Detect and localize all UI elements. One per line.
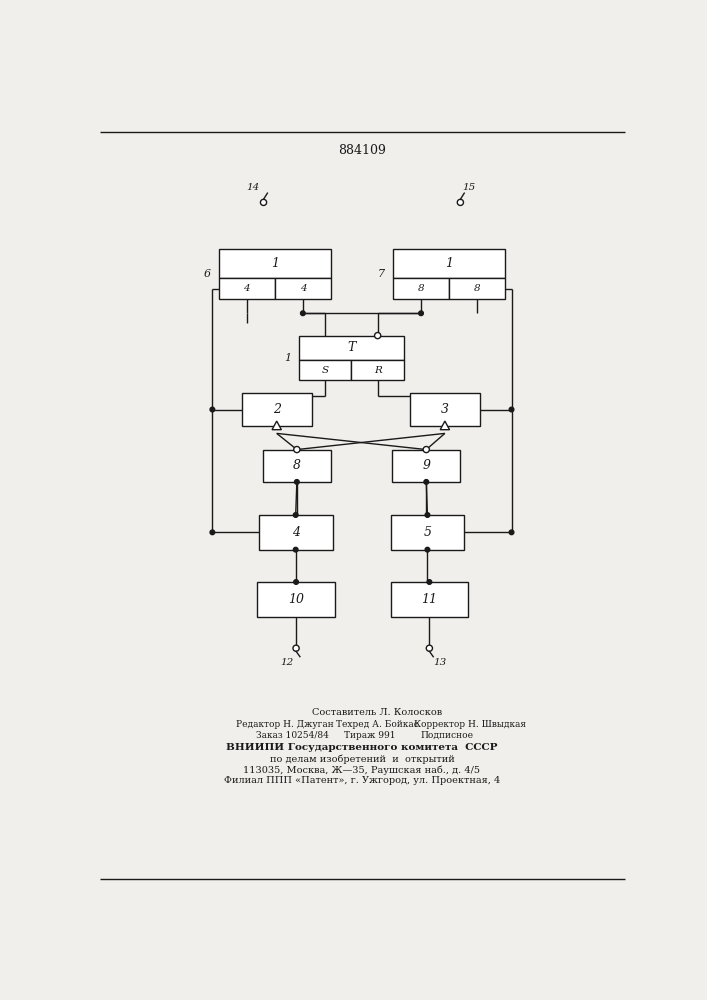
Bar <box>263 450 331 482</box>
Circle shape <box>423 446 429 453</box>
Circle shape <box>419 311 423 316</box>
Bar <box>242 393 312 426</box>
Circle shape <box>426 645 433 651</box>
Text: 4: 4 <box>300 284 306 293</box>
Bar <box>218 249 331 278</box>
Text: 4: 4 <box>292 526 300 539</box>
Text: 1: 1 <box>445 257 453 270</box>
Text: 14: 14 <box>247 183 259 192</box>
Text: 8: 8 <box>418 284 424 293</box>
Text: Корректор Н. Швыдкая: Корректор Н. Швыдкая <box>414 720 527 729</box>
Bar <box>259 515 332 550</box>
Text: 8: 8 <box>474 284 481 293</box>
Circle shape <box>425 513 430 517</box>
Circle shape <box>295 480 299 484</box>
Text: 5: 5 <box>423 526 431 539</box>
Bar <box>351 360 404 380</box>
Circle shape <box>457 199 464 205</box>
Text: Тираж 991: Тираж 991 <box>344 731 395 740</box>
Text: 1: 1 <box>284 353 291 363</box>
Circle shape <box>509 407 514 412</box>
Bar <box>257 582 335 617</box>
Text: T: T <box>347 341 356 354</box>
Text: Составитель Л. Колосков: Составитель Л. Колосков <box>312 708 443 717</box>
Text: Редактор Н. Джуган: Редактор Н. Джуган <box>235 720 333 729</box>
Circle shape <box>424 480 428 484</box>
Circle shape <box>260 199 267 205</box>
Bar <box>299 336 404 360</box>
Text: 3: 3 <box>441 403 449 416</box>
Polygon shape <box>440 421 450 430</box>
Circle shape <box>293 580 298 584</box>
Text: 12: 12 <box>281 658 293 667</box>
Text: 4: 4 <box>243 284 250 293</box>
Bar <box>391 582 468 617</box>
Text: 884109: 884109 <box>338 144 386 157</box>
Circle shape <box>293 513 298 517</box>
Circle shape <box>293 645 299 651</box>
Circle shape <box>210 407 215 412</box>
Text: 11: 11 <box>421 593 438 606</box>
Circle shape <box>427 580 432 584</box>
Bar <box>392 450 460 482</box>
Circle shape <box>509 530 514 535</box>
Bar <box>393 278 449 299</box>
Circle shape <box>300 311 305 316</box>
Text: 7: 7 <box>378 269 385 279</box>
Text: 6: 6 <box>204 269 211 279</box>
Text: 9: 9 <box>422 459 431 472</box>
Text: Подписное: Подписное <box>421 731 474 740</box>
Bar <box>410 393 480 426</box>
Bar <box>393 249 506 278</box>
Text: 2: 2 <box>273 403 281 416</box>
Circle shape <box>375 333 381 339</box>
Bar <box>218 278 275 299</box>
Text: ВНИИПИ Государственного комитета  СССР: ВНИИПИ Государственного комитета СССР <box>226 743 498 752</box>
Text: 13: 13 <box>433 658 447 667</box>
Circle shape <box>425 547 430 552</box>
Text: 8: 8 <box>293 459 301 472</box>
Text: Заказ 10254/84: Заказ 10254/84 <box>256 731 329 740</box>
Bar <box>391 515 464 550</box>
Text: R: R <box>374 366 382 375</box>
Bar <box>299 360 351 380</box>
Text: Техред А. Бойкас: Техред А. Бойкас <box>336 720 419 729</box>
Text: 1: 1 <box>271 257 279 270</box>
Polygon shape <box>272 421 281 430</box>
Text: 113035, Москва, Ж—35, Раушская наб., д. 4/5: 113035, Москва, Ж—35, Раушская наб., д. … <box>243 765 481 775</box>
Bar <box>275 278 331 299</box>
Text: 10: 10 <box>288 593 304 606</box>
Text: S: S <box>322 366 329 375</box>
Text: Филиал ППП «Патент», г. Ужгород, ул. Проектная, 4: Филиал ППП «Патент», г. Ужгород, ул. Про… <box>224 776 500 785</box>
Text: по делам изобретений  и  открытий: по делам изобретений и открытий <box>269 754 455 764</box>
Text: 15: 15 <box>462 183 476 192</box>
Circle shape <box>210 530 215 535</box>
Circle shape <box>293 446 300 453</box>
Bar <box>449 278 506 299</box>
Circle shape <box>293 547 298 552</box>
